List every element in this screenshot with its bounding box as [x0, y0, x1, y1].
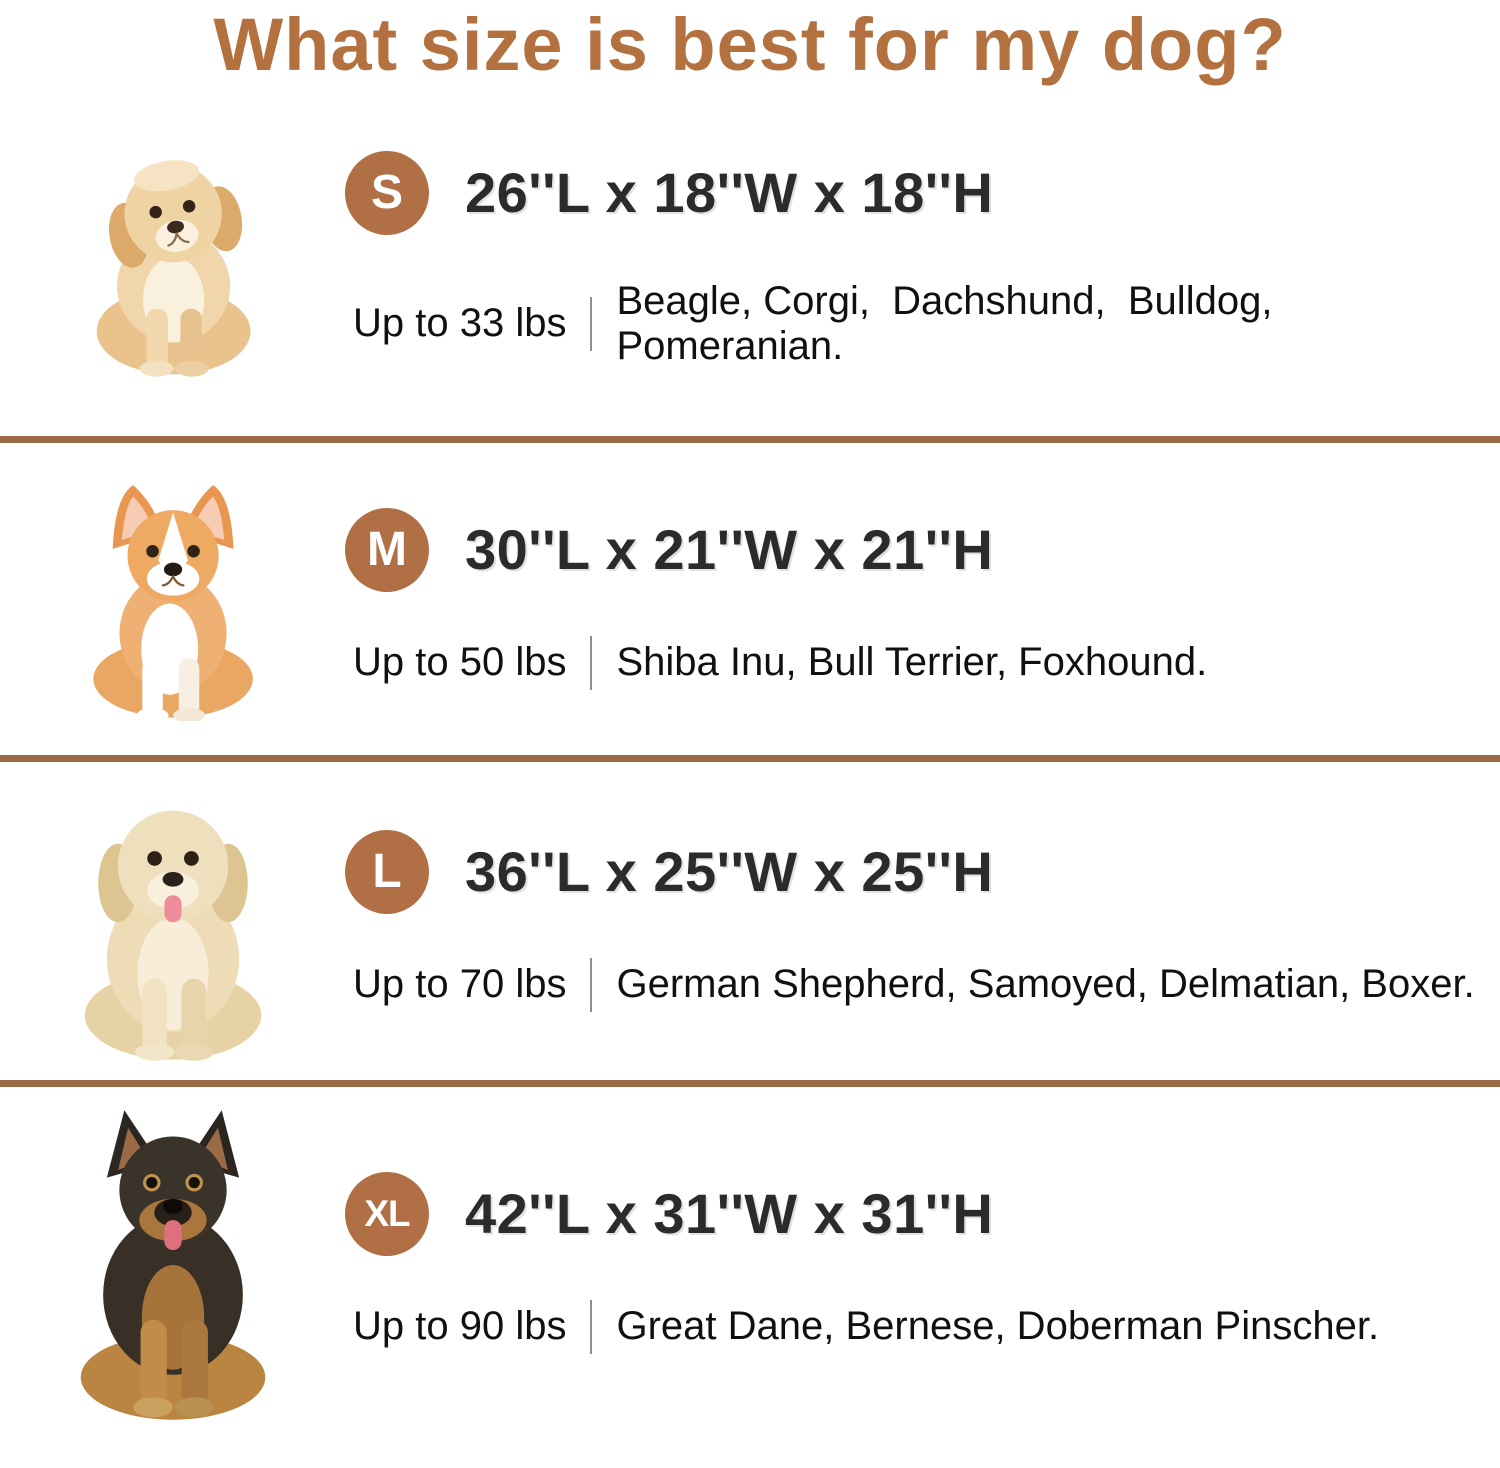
- size-dimensions: 36''L x 25''W x 25''H: [465, 840, 994, 904]
- size-row-s: S 26''L x 18''W x 18''H Up to 33 lbs Bea…: [0, 84, 1500, 436]
- dog-photo-col: [0, 476, 345, 722]
- size-line: XL 42''L x 31''W x 31''H: [345, 1171, 1480, 1256]
- size-info: L 36''L x 25''W x 25''H Up to 70 lbs Ger…: [345, 829, 1500, 1012]
- page-title: What size is best for my dog?: [213, 3, 1287, 86]
- size-table: S 26''L x 18''W x 18''H Up to 33 lbs Bea…: [0, 84, 1500, 1439]
- size-dimensions: 30''L x 21''W x 21''H: [465, 518, 994, 582]
- corgi-image: [93, 485, 253, 722]
- size-badge-m: M: [345, 507, 429, 592]
- size-info: M 30''L x 21''W x 21''H Up to 50 lbs Shi…: [345, 507, 1500, 690]
- size-line: S 26''L x 18''W x 18''H: [345, 150, 1480, 235]
- weight-label: Up to 70 lbs: [353, 962, 567, 1007]
- dog-photo-col: [0, 780, 345, 1062]
- weight-label: Up to 50 lbs: [353, 640, 567, 685]
- size-dimensions: 42''L x 31''W x 31''H: [465, 1182, 994, 1246]
- row-divider: [0, 435, 1500, 443]
- dog-photo-col: [0, 1105, 345, 1420]
- size-badge-s: S: [345, 150, 429, 235]
- weight-breeds-divider: [590, 1299, 593, 1354]
- breeds-label: Shiba Inu, Bull Terrier, Foxhound.: [616, 640, 1208, 685]
- size-line: L 36''L x 25''W x 25''H: [345, 829, 1480, 914]
- dog-photo-col: [0, 141, 345, 379]
- detail-line: Up to 33 lbs Beagle, Corgi, Dachshund, B…: [353, 279, 1480, 369]
- breeds-label: Great Dane, Bernese, Doberman Pinscher.: [616, 1304, 1380, 1349]
- weight-label: Up to 33 lbs: [353, 301, 567, 346]
- size-row-l: L 36''L x 25''W x 25''H Up to 70 lbs Ger…: [0, 762, 1500, 1080]
- weight-breeds-divider: [590, 296, 593, 351]
- detail-line: Up to 90 lbs Great Dane, Bernese, Doberm…: [353, 1299, 1480, 1354]
- german-shepherd-image: [80, 1110, 265, 1420]
- size-info: S 26''L x 18''W x 18''H Up to 33 lbs Bea…: [345, 150, 1500, 369]
- detail-line: Up to 70 lbs German Shepherd, Samoyed, D…: [353, 957, 1480, 1012]
- fluffy-puppy-image: [96, 159, 251, 377]
- row-divider: [0, 1079, 1500, 1087]
- size-row-m: M 30''L x 21''W x 21''H Up to 50 lbs Shi…: [0, 443, 1500, 755]
- size-line: M 30''L x 21''W x 21''H: [345, 507, 1480, 592]
- size-dimensions: 26''L x 18''W x 18''H: [465, 161, 994, 225]
- size-badge-xl: XL: [345, 1171, 429, 1256]
- weight-label: Up to 90 lbs: [353, 1304, 567, 1349]
- weight-breeds-divider: [590, 957, 593, 1012]
- golden-retriever-image: [84, 810, 261, 1061]
- size-info: XL 42''L x 31''W x 31''H Up to 90 lbs Gr…: [345, 1171, 1500, 1354]
- breeds-label: German Shepherd, Samoyed, Delmatian, Box…: [616, 962, 1475, 1007]
- size-row-xl: XL 42''L x 31''W x 31''H Up to 90 lbs Gr…: [0, 1087, 1500, 1439]
- weight-breeds-divider: [590, 635, 593, 690]
- detail-line: Up to 50 lbs Shiba Inu, Bull Terrier, Fo…: [353, 635, 1480, 690]
- row-divider: [0, 754, 1500, 762]
- size-badge-l: L: [345, 829, 429, 914]
- breeds-label: Beagle, Corgi, Dachshund, Bulldog, Pomer…: [616, 278, 1284, 368]
